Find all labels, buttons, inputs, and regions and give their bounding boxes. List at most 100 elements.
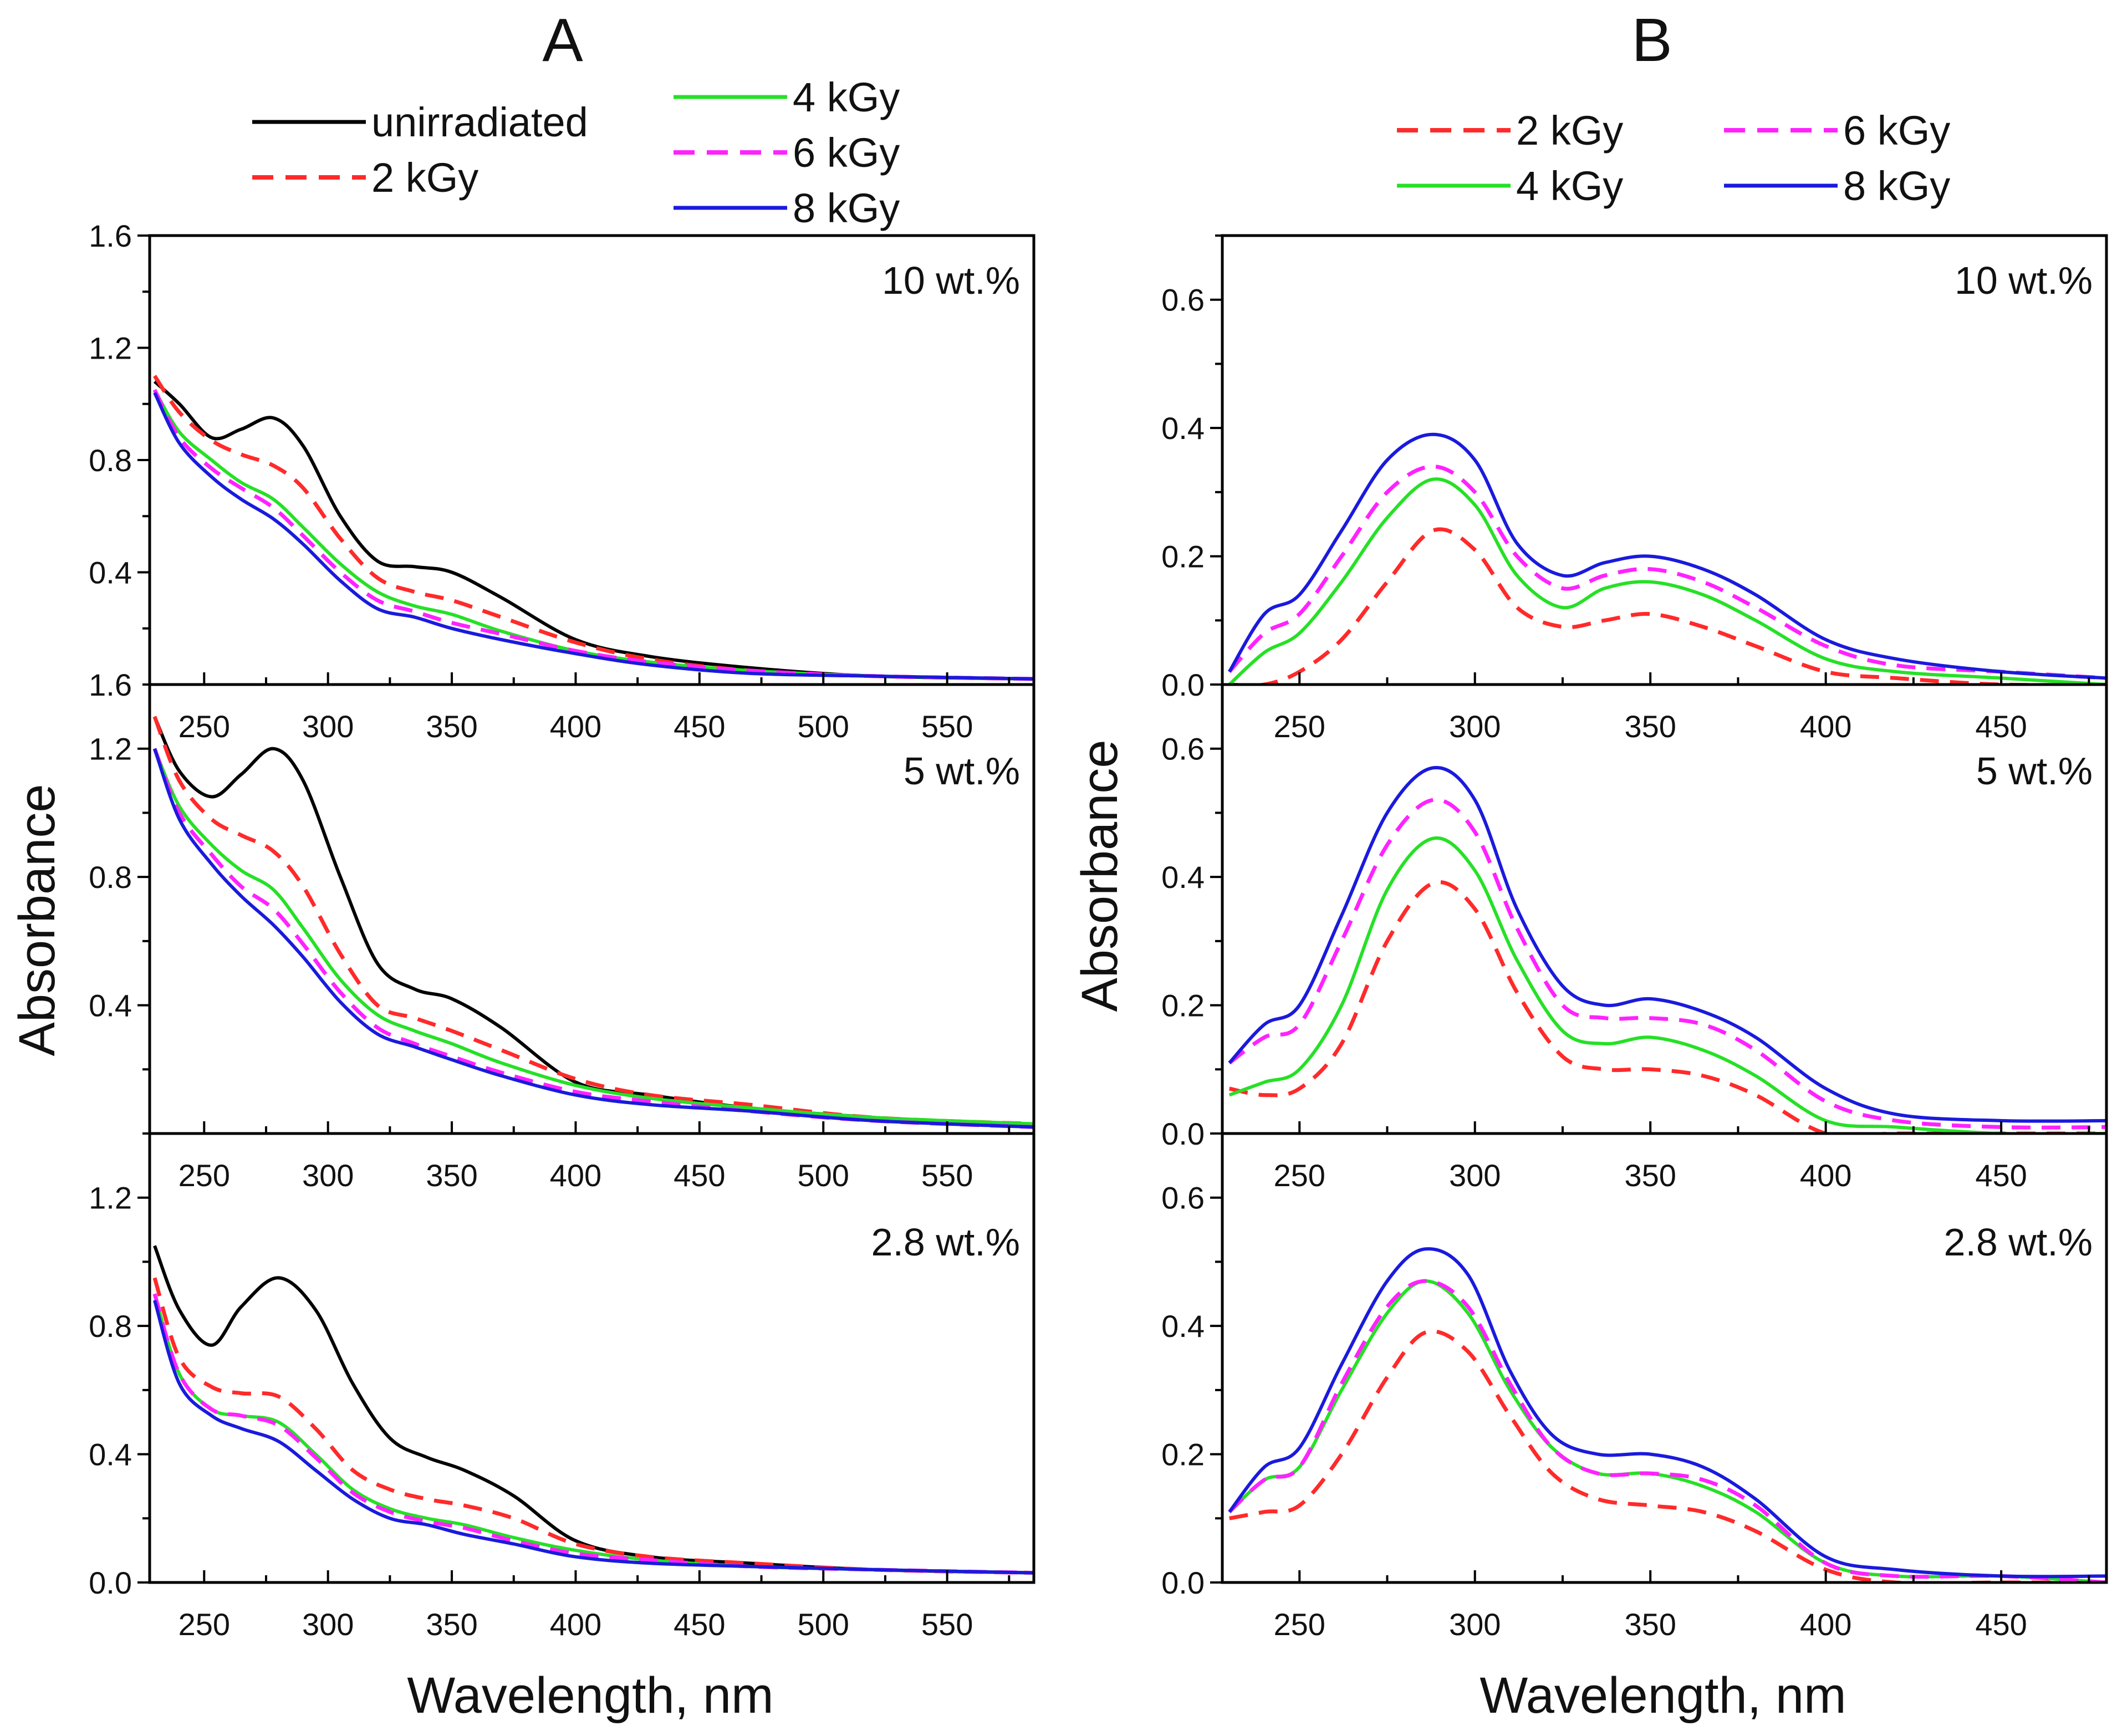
panel-a-1-x-tick-label: 550 [921, 709, 973, 744]
panel-b-2-concentration-label: 5 wt.% [1976, 749, 2093, 793]
panel-b-1-series-2-kgy [1229, 527, 2106, 685]
panel-a-3-series-2-kgy [152, 1277, 1034, 1575]
panel-a-legend-item-6-kgy: 6 kGy [674, 130, 900, 176]
panel-b-title: B [1631, 6, 1672, 74]
panel-b-y-axis-title: Absorbance [1072, 740, 1128, 1012]
panel-b-legend-label-6-kgy: 6 kGy [1843, 108, 1950, 154]
panel-b-legend-label-8-kgy: 8 kGy [1843, 163, 1950, 209]
panel-b-3-concentration-label: 2.8 wt.% [1944, 1221, 2093, 1264]
panel-b-1-x-tick-label: 300 [1449, 709, 1501, 744]
panel-b-legend-item-6-kgy: 6 kGy [1724, 108, 1950, 154]
panel-a-3-x-tick-label: 350 [426, 1607, 477, 1642]
panel-b-3-y-tick-label: 0.2 [1161, 1437, 1205, 1472]
panel-a-3-concentration-label: 2.8 wt.% [871, 1221, 1020, 1264]
panel-a-2-x-tick-label: 300 [302, 1158, 354, 1193]
panel-a-1-y-tick-label: 1.6 [89, 218, 132, 253]
panel-a-1-y-tick-label: 1.2 [89, 331, 132, 366]
panel-a-legend-label-6-kgy: 6 kGy [793, 130, 900, 176]
panel-a-1-x-tick-label: 350 [426, 709, 477, 744]
panel-b-1-series-8-kgy [1228, 432, 2106, 680]
panel-b-2-series-6-kgy [1228, 798, 2106, 1130]
panel-a-2-series-2-kgy [152, 716, 1034, 1126]
panel-a-1-x-tick-label: 400 [550, 709, 601, 744]
panel-b-2-x-tick-label: 300 [1449, 1158, 1501, 1193]
panel-a-1-x-tick-label: 300 [302, 709, 354, 744]
panel-a-legend-item-2-kgy: 2 kGy [252, 155, 478, 201]
panel-b-3-series-4-kgy [1228, 1279, 2106, 1582]
panel-a-3-y-tick-label: 0.8 [89, 1309, 132, 1344]
panel-a-legend-item-unirradiated: unirradiated [252, 99, 588, 145]
panel-b-1-y-tick-label: 0.0 [1161, 667, 1205, 702]
panel-b-1-x-tick-label: 450 [1975, 709, 2027, 744]
panel-a-1-y-bottom-label: 1.6 [89, 667, 132, 702]
panel-b-3-frame [1221, 1132, 2108, 1584]
panel-a-subplot-2: 0.4 0.8 1.2 250 300 350 400 450 500 550 5 wt.% [89, 683, 1035, 1193]
panel-b-2-x-tick-label: 400 [1800, 1158, 1851, 1193]
panel-a-2-x-tick-label: 350 [426, 1158, 477, 1193]
panel-a-2-x-tick-label: 250 [178, 1158, 230, 1193]
panel-b-1-series-4-kgy [1228, 477, 2106, 685]
panel-a-3-x-tick-label: 450 [674, 1607, 725, 1642]
panel-a-legend-item-8-kgy: 8 kGy [674, 185, 900, 231]
panel-b-3-x-tick-label: 450 [1975, 1607, 2027, 1642]
panel-a-3-y-tick-label: 1.2 [89, 1181, 132, 1216]
panel-a-subplot-3: 0.0 0.4 0.8 1.2 250 300 350 400 450 500 550 2.8 wt.… [89, 1132, 1035, 1642]
panel-b-3-y-tick-label: 0.0 [1161, 1565, 1205, 1600]
panel-a-1-series-unirradiated [153, 380, 1034, 681]
panel-a-x-axis-title: Wavelength, nm [407, 1667, 773, 1724]
panel-b-2-x-tick-label: 450 [1975, 1158, 2027, 1193]
panel-b-1-y-tick-label: 0.2 [1161, 539, 1205, 574]
panel-b-x-axis-title: Wavelength, nm [1480, 1667, 1846, 1724]
panel-a-2-series-4-kgy [153, 748, 1034, 1126]
panel-b-2-y-tick-label: 0.4 [1161, 860, 1205, 895]
panel-b-legend-item-2-kgy: 2 kGy [1397, 108, 1623, 154]
panel-a-3-series-4-kgy [153, 1293, 1034, 1575]
panel-a-2-x-tick-label: 400 [550, 1158, 601, 1193]
panel-b-2-x-tick-label: 250 [1274, 1158, 1325, 1193]
panel-b-legend-item-8-kgy: 8 kGy [1724, 163, 1950, 209]
panel-a-3-frame [148, 1132, 1035, 1584]
panel-a-3-y-tick-label: 0.0 [89, 1565, 132, 1600]
panel-a-1-concentration-label: 10 wt.% [882, 259, 1020, 302]
panel-b-2-y-tick-label: 0.6 [1161, 732, 1205, 767]
panel-a-title: A [542, 6, 583, 74]
panel-b-legend-label-2-kgy: 2 kGy [1516, 108, 1623, 154]
panel-b-3-x-tick-label: 350 [1624, 1607, 1676, 1642]
panel-a-2-y-tick-label: 0.8 [89, 860, 132, 895]
panel-b-1-y-tick-label: 0.6 [1161, 283, 1205, 318]
panel-a-1-series-4-kgy [153, 389, 1034, 681]
panel-a-3-x-tick-label: 400 [550, 1607, 601, 1642]
panel-a-legend-label-2-kgy: 2 kGy [371, 155, 478, 201]
panel-a-2-series-8-kgy [153, 748, 1034, 1129]
panel-a-3-x-tick-label: 550 [921, 1607, 973, 1642]
panel-a-2-y-tick-label: 0.4 [89, 988, 132, 1023]
panel-b-3-x-tick-label: 300 [1449, 1607, 1501, 1642]
panel-a-1-series-6-kgy [152, 389, 1034, 681]
panel-b-2-series-8-kgy [1228, 765, 2106, 1123]
panel-a-1-x-tick-label: 250 [178, 709, 230, 744]
panel-a-3-series-6-kgy [152, 1293, 1034, 1575]
panel-a-3-series-unirradiated [153, 1245, 1034, 1575]
panel-a-3-x-tick-label: 250 [178, 1607, 230, 1642]
panel-a-1-y-tick-label: 0.8 [89, 443, 132, 478]
panel-b-legend-label-4-kgy: 4 kGy [1516, 163, 1623, 209]
panel-a-legend-item-4-kgy: 4 kGy [674, 74, 900, 120]
panel-a-subplot-1: 0.4 0.8 1.2 1.6 1.6 250 300 350 400 450 500 550 10 w… [89, 218, 1035, 744]
legends: unirradiated 2 kGy 4 kGy 6 kGy 8 kGy 2 kGy 4 k… [252, 74, 1950, 231]
panel-a-3-series-8-kgy [153, 1300, 1034, 1575]
panel-b-2-x-tick-label: 350 [1624, 1158, 1676, 1193]
panel-b-2-y-tick-label: 0.0 [1161, 1116, 1205, 1151]
panel-b-3-x-tick-label: 250 [1274, 1607, 1325, 1642]
panel-b-1-x-tick-label: 250 [1274, 709, 1325, 744]
panel-b-subplot-2: 0.0 0.2 0.4 0.6 250 300 350 400 450 5 wt.% [1161, 683, 2108, 1193]
panel-b-1-x-tick-label: 400 [1800, 709, 1851, 744]
panel-b-3-x-tick-label: 400 [1800, 1607, 1851, 1642]
panel-a-2-concentration-label: 5 wt.% [904, 749, 1020, 793]
panel-b-2-y-tick-label: 0.2 [1161, 988, 1205, 1023]
panel-a-legend: unirradiated 2 kGy 4 kGy 6 kGy 8 kGy [252, 74, 900, 231]
panel-b-2-series-2-kgy [1229, 880, 2106, 1133]
panel-a-2-x-tick-label: 500 [798, 1158, 849, 1193]
panel-a-3-x-tick-label: 500 [798, 1607, 849, 1642]
panel-b-subplot-1: 0.0 0.2 0.4 0.6 250 300 350 400 450 10 wt.% [1161, 234, 2108, 744]
